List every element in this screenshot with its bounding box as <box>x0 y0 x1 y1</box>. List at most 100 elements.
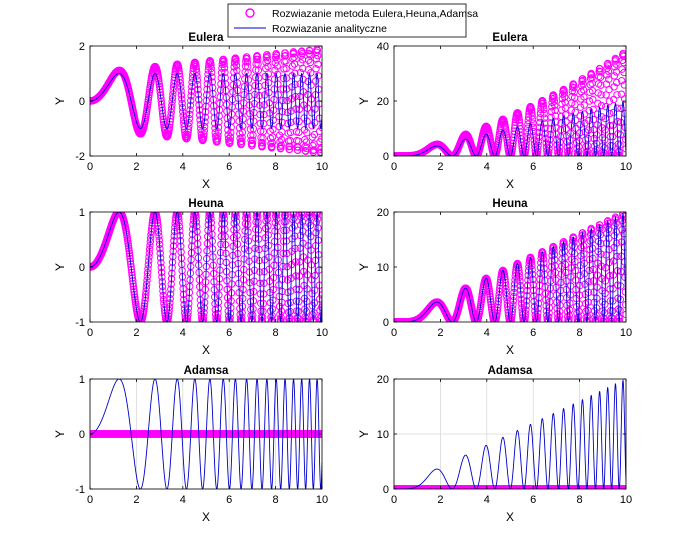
marker-point <box>266 134 275 143</box>
marker-point <box>605 75 613 84</box>
marker-point <box>583 151 591 156</box>
marker-point <box>580 101 588 109</box>
ytick-label: 40 <box>377 41 389 53</box>
marker-point <box>587 70 596 79</box>
marker-point <box>214 123 223 132</box>
marker-point <box>612 68 621 76</box>
marker-point <box>165 123 174 131</box>
marker-point <box>193 68 201 76</box>
marker-point <box>273 70 282 79</box>
marker-point <box>572 124 580 132</box>
marker-point <box>312 65 320 73</box>
xtick-label: 2 <box>437 494 443 506</box>
marker-point <box>192 62 200 71</box>
marker-point <box>502 128 510 137</box>
xtick-label: 6 <box>226 327 232 339</box>
xtick-label: 8 <box>273 494 279 506</box>
xtick-label: 10 <box>620 161 632 173</box>
marker-point <box>560 89 569 97</box>
x-axis-label: X <box>506 177 514 191</box>
marker-point <box>269 125 277 134</box>
marker-point <box>547 119 555 127</box>
marker-point <box>207 68 216 77</box>
marker-point <box>264 62 272 71</box>
marker-point <box>238 133 246 142</box>
xtick-label: 6 <box>226 161 232 173</box>
marker-point <box>243 58 252 66</box>
marker-point <box>585 97 594 105</box>
ytick-label: 2 <box>79 41 85 53</box>
marker-point <box>303 128 311 137</box>
ytick-label: 10 <box>377 429 389 441</box>
y-axis-label: Y <box>53 263 67 271</box>
marker-point <box>614 117 622 126</box>
marker-point <box>263 52 272 61</box>
plot-data-2 <box>394 49 626 156</box>
marker-point <box>298 47 306 55</box>
marker-point <box>285 145 294 154</box>
marker-point <box>249 136 257 144</box>
xtick-label: 10 <box>316 327 328 339</box>
marker-point <box>290 53 298 61</box>
y-axis-label: Y <box>357 263 371 271</box>
subplot-2: 0 2 4 6 8 10 0 20 40 Eulera X Y <box>357 32 632 191</box>
xtick-label: 8 <box>273 327 279 339</box>
marker-point <box>528 112 536 120</box>
xtick-label: 6 <box>530 494 536 506</box>
marker-point <box>220 64 229 72</box>
marker-point <box>301 135 309 144</box>
xtick-label: 0 <box>87 494 93 506</box>
marker-point <box>529 127 538 136</box>
marker-point <box>579 86 588 94</box>
marker-point <box>249 124 258 133</box>
marker-point <box>540 109 548 118</box>
x-axis-label: X <box>506 510 514 524</box>
marker-point <box>268 142 276 151</box>
xtick-label: 4 <box>180 327 186 339</box>
ytick-label: -1 <box>75 317 85 329</box>
ytick-label: 20 <box>377 374 389 386</box>
subplot-6: 0 2 4 6 8 10 0 10 20 Adamsa X Y <box>357 365 632 524</box>
marker-point <box>552 130 561 138</box>
marker-point <box>613 104 622 112</box>
marker-point <box>175 67 183 75</box>
xtick-label: 10 <box>316 494 328 506</box>
xtick-label: 2 <box>133 161 139 173</box>
marker-point <box>227 128 235 137</box>
marker-point <box>316 138 322 146</box>
marker-point <box>306 51 314 59</box>
marker-point <box>613 91 621 99</box>
ytick-label: 1 <box>79 207 85 219</box>
xtick-label: 2 <box>437 327 443 339</box>
marker-point <box>308 133 317 141</box>
marker-point <box>613 78 621 87</box>
xtick-label: 2 <box>133 494 139 506</box>
marker-point <box>535 123 544 132</box>
xtick-label: 0 <box>391 494 397 506</box>
xtick-label: 2 <box>133 327 139 339</box>
xtick-label: 8 <box>577 327 583 339</box>
subplot-4: 0 2 4 6 8 10 0 10 20 Heuna X Y <box>357 198 632 357</box>
subplot-title: Adamsa <box>184 365 229 377</box>
marker-point <box>144 96 153 104</box>
y-axis-label: Y <box>357 97 371 105</box>
marker-point <box>291 69 299 77</box>
marker-point <box>232 57 240 66</box>
marker-point <box>244 69 252 77</box>
legend-label-numeric: Rozwiazanie metoda Eulera,Heuna,Adamsa <box>272 8 478 20</box>
marker-point <box>317 148 322 156</box>
xtick-label: 0 <box>391 327 397 339</box>
marker-point <box>277 141 285 149</box>
marker-point <box>224 134 233 143</box>
marker-point <box>313 51 322 60</box>
marker-point <box>595 72 603 81</box>
marker-point <box>617 90 626 98</box>
marker-point <box>282 64 290 73</box>
marker-point <box>207 64 216 73</box>
subplot-title: Heuna <box>188 198 224 210</box>
marker-point <box>247 131 255 140</box>
marker-point <box>576 120 584 129</box>
xtick-label: 4 <box>484 161 490 173</box>
